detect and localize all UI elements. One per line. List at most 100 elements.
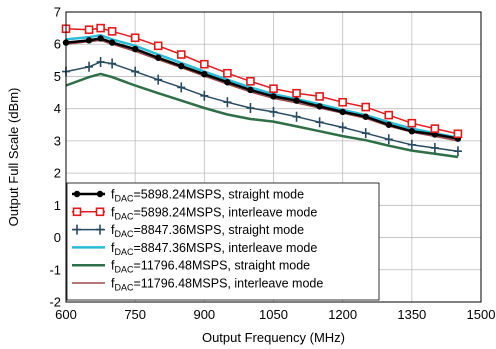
series-marker	[155, 54, 162, 61]
series-marker	[384, 134, 393, 145]
y-axis-label: Output Full Scale (dBm)	[6, 88, 21, 227]
series-marker	[339, 108, 346, 116]
series-marker	[107, 27, 117, 36]
series-marker	[270, 93, 277, 100]
x-tick-label: 900	[193, 307, 215, 322]
series-marker	[108, 58, 117, 69]
series-marker	[96, 56, 105, 67]
series-marker	[131, 66, 140, 77]
series-marker	[85, 61, 94, 72]
series-marker	[315, 92, 324, 101]
x-tick-label: 600	[55, 307, 77, 322]
x-tick-label: 1350	[397, 307, 426, 322]
legend: fDAC=5898.24MSPS, straight modefDAC=5898…	[66, 182, 380, 301]
legend-label: fDAC=5898.24MSPS, straight mode	[111, 188, 304, 204]
legend-label: fDAC=11796.48MSPS, interleave mode	[111, 277, 323, 293]
series-marker	[430, 142, 439, 153]
series-layer	[61, 23, 463, 159]
series-marker	[269, 84, 278, 93]
series-marker	[246, 76, 255, 86]
series-marker	[407, 139, 416, 150]
series-line	[65, 72, 459, 159]
series-marker	[293, 97, 300, 104]
x-tick-label: 1050	[259, 307, 288, 322]
legend-label: fDAC=5898.24MSPS, interleave mode	[111, 205, 317, 221]
series-marker	[96, 23, 105, 33]
series-marker	[73, 190, 81, 198]
series-marker	[96, 190, 104, 198]
y-tick-label: 1	[54, 198, 61, 213]
y-tick-label: -1	[49, 262, 61, 277]
series-marker	[108, 39, 116, 46]
legend-item: fDAC=5898.24MSPS, straight mode	[72, 188, 304, 204]
legend-box	[66, 182, 380, 301]
series-marker	[84, 25, 94, 35]
series-marker	[85, 37, 93, 44]
series-marker	[362, 113, 369, 120]
legend-item: fDAC=8847.36MSPS, interleave mode	[72, 241, 317, 257]
series-marker	[385, 121, 392, 128]
series-3	[62, 56, 462, 157]
legend-label: fDAC=8847.36MSPS, straight mode	[111, 223, 304, 239]
series-marker	[200, 59, 209, 69]
axis-ticks: 600 750 900 1050 1200 1350 1500 -2 -1 0 1 2 3 4 5 6 7	[49, 5, 495, 323]
series-marker	[292, 88, 301, 98]
series-marker	[201, 70, 208, 78]
series-marker	[338, 97, 347, 107]
series-marker	[316, 103, 323, 110]
series-marker	[96, 224, 104, 235]
series-marker	[223, 97, 232, 108]
y-tick-label: 4	[54, 101, 61, 116]
series-marker	[247, 86, 254, 94]
x-axis-label: Output Frequency (MHz)	[202, 330, 345, 345]
series-marker	[73, 224, 81, 235]
plot-frame	[65, 11, 482, 303]
series-1	[62, 35, 462, 142]
legend-label: fDAC=8847.36MSPS, interleave mode	[111, 241, 317, 257]
series-marker	[453, 129, 463, 139]
series-marker	[130, 33, 140, 43]
series-marker	[246, 103, 255, 114]
series-marker	[408, 128, 416, 135]
series-marker	[269, 106, 278, 117]
y-tick-label: 6	[54, 37, 61, 52]
series-marker	[224, 79, 231, 86]
series-marker	[178, 62, 185, 70]
series-marker	[153, 41, 163, 51]
x-tick-label: 1500	[467, 307, 496, 322]
series-marker	[223, 68, 232, 78]
x-tick-label: 1200	[328, 307, 357, 322]
y-tick-label: 5	[54, 69, 61, 84]
legend-item: fDAC=5898.24MSPS, interleave mode	[72, 205, 317, 221]
series-marker	[361, 128, 370, 139]
series-marker	[97, 35, 104, 42]
series-marker	[361, 102, 371, 112]
y-tick-label: 3	[54, 133, 61, 148]
series-marker	[72, 207, 82, 217]
series-marker	[315, 117, 324, 128]
series-marker	[338, 122, 347, 133]
series-marker	[453, 146, 462, 157]
series-marker	[200, 90, 209, 101]
series-marker	[177, 82, 186, 93]
series-marker	[292, 111, 301, 122]
series-2	[61, 23, 463, 139]
y-tick-label: 7	[54, 5, 61, 20]
series-marker	[430, 124, 440, 133]
series-5	[65, 72, 459, 159]
series-marker	[407, 118, 417, 128]
legend-item: fDAC=11796.48MSPS, straight mode	[72, 259, 310, 275]
y-tick-label: -2	[49, 295, 61, 310]
legend-label: fDAC=11796.48MSPS, straight mode	[111, 259, 310, 275]
y-tick-label: 2	[54, 166, 61, 181]
y-tick-label: 0	[54, 230, 61, 245]
series-marker	[95, 207, 105, 217]
x-tick-label: 750	[124, 307, 146, 322]
legend-item: fDAC=11796.48MSPS, interleave mode	[72, 277, 323, 293]
legend-item: fDAC=8847.36MSPS, straight mode	[72, 223, 304, 239]
series-marker	[384, 110, 394, 120]
series-marker	[154, 74, 163, 85]
series-marker	[176, 50, 186, 59]
series-marker	[131, 45, 139, 53]
